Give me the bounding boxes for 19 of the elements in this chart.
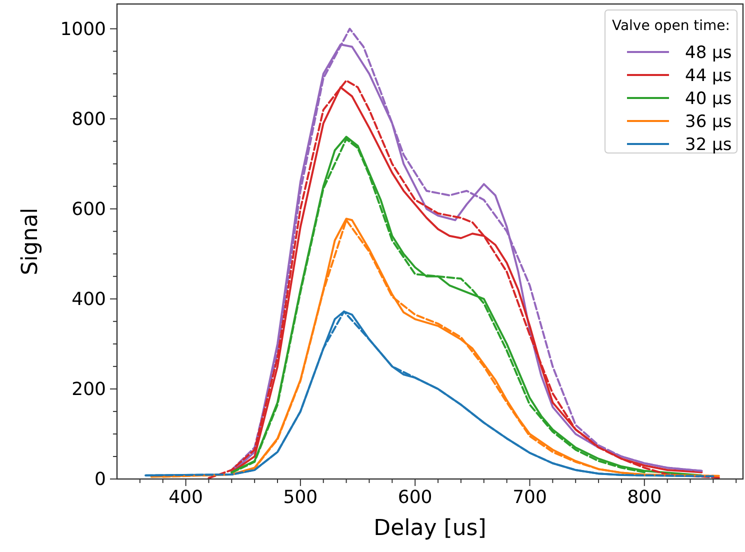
x-axis-title: Delay [us] bbox=[374, 516, 486, 541]
legend-label: 40 μs bbox=[685, 89, 732, 109]
legend-label: 44 μs bbox=[685, 66, 732, 86]
y-tick-label: 0 bbox=[94, 469, 106, 490]
x-tick-label: 800 bbox=[627, 487, 662, 508]
x-tick-label: 700 bbox=[512, 487, 547, 508]
x-tick-label: 600 bbox=[398, 487, 432, 508]
legend-label: 48 μs bbox=[685, 43, 732, 63]
y-tick-label: 800 bbox=[72, 108, 106, 130]
y-tick-label: 600 bbox=[72, 198, 106, 220]
x-tick-label: 400 bbox=[168, 487, 203, 508]
y-tick-label: 1000 bbox=[60, 18, 106, 40]
legend-title: Valve open time: bbox=[612, 18, 730, 34]
legend-label: 32 μs bbox=[685, 135, 732, 155]
y-tick-label: 400 bbox=[72, 288, 106, 310]
y-axis-title: Signal bbox=[18, 208, 43, 276]
y-tick-label: 200 bbox=[72, 378, 106, 400]
legend-label: 36 μs bbox=[685, 112, 732, 132]
x-tick-label: 500 bbox=[283, 487, 318, 508]
